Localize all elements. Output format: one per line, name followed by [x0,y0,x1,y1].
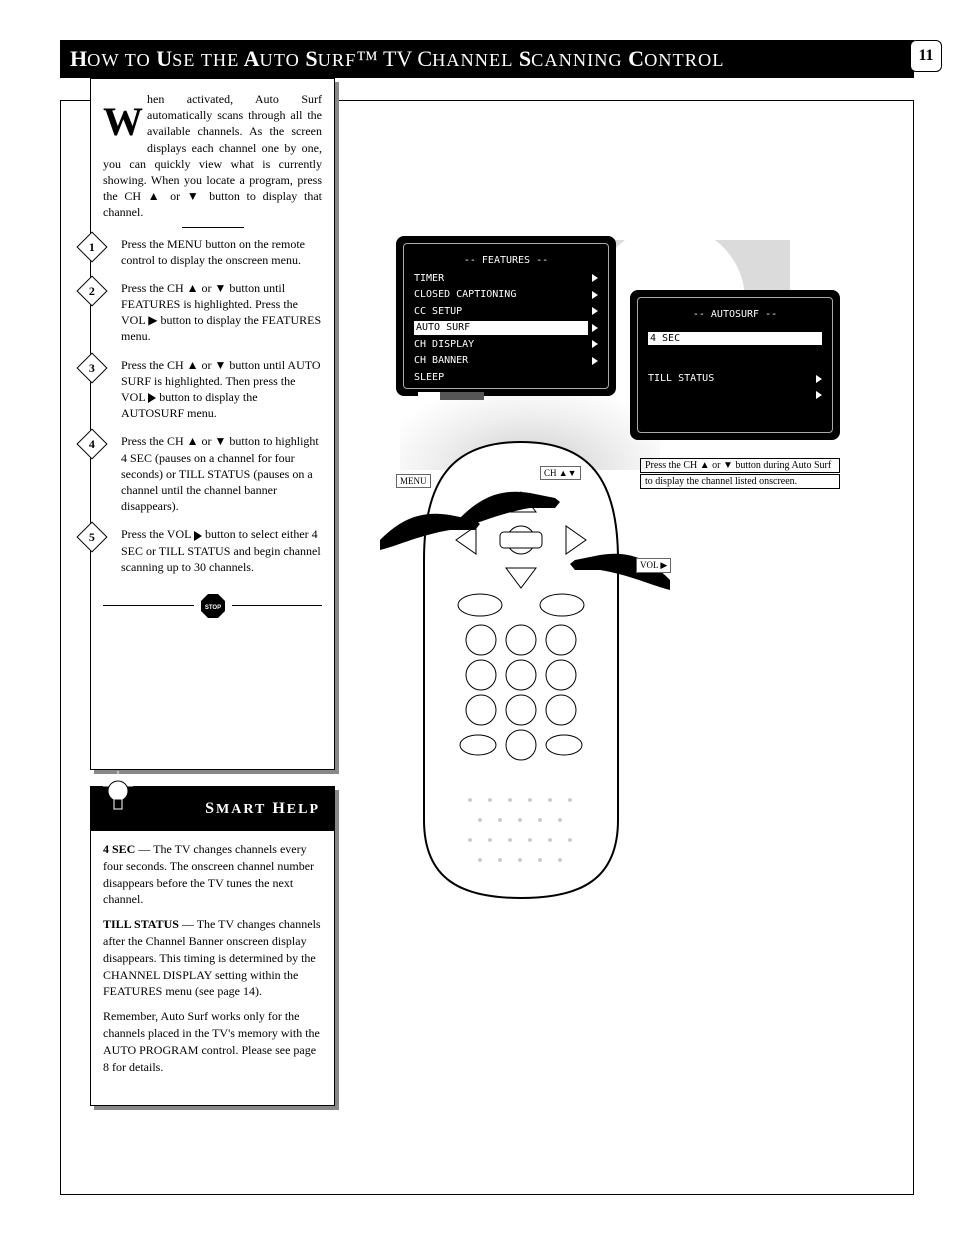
osd-features: -- FEATURES -- TIMERCLOSED CAPTIONINGCC … [396,236,616,396]
step-2: 2 Press the CH ▲ or ▼ button until FEATU… [113,280,322,345]
osd2-opt1: 4 SEC [648,332,822,346]
t8: URF [318,50,357,70]
chevron-right-icon [816,391,822,399]
t14: ONTROL [644,50,724,70]
step-4: 4 Press the CH ▲ or ▼ button to highligh… [113,433,322,514]
osd-autosurf: -- AUTOSURF -- 4 SEC TILL STATUS [630,290,840,440]
osd1-rows: TIMERCLOSED CAPTIONINGCC SETUPAUTO SURFC… [414,272,598,385]
instruction-card: W hen activated, Auto Surf automatically… [90,78,335,770]
t5: A [239,46,259,71]
step-2-text: Press the CH ▲ or ▼ button until FEATURE… [121,281,321,344]
page-number: 11 [910,40,942,72]
smart-help-title: SMART HELP [91,787,334,831]
t12: CANNING [531,50,623,70]
t11: S [513,46,531,71]
callout-menu: MENU [396,474,431,488]
t9: ™ TV C [356,46,432,71]
t4: SE THE [172,50,239,70]
hl1: 4 SEC [103,842,138,856]
svg-text:STOP: STOP [204,605,220,611]
page-number-text: 11 [918,47,933,65]
t10: HANNEL [432,50,513,70]
osd2-caption: Press the CH ▲ or ▼ button during Auto S… [640,458,840,490]
t1: H [70,46,87,71]
step-3: 3 Press the CH ▲ or ▼ button until AUTO … [113,357,322,422]
chevron-right-icon [816,375,822,383]
help-para-3: Remember, Auto Surf works only for the c… [103,1008,322,1075]
t6: UTO [260,50,300,70]
cap-line-1: Press the CH ▲ or ▼ button during Auto S… [640,458,840,473]
step-1: 1 Press the MENU button on the remote co… [113,236,322,268]
t7: S [300,46,318,71]
title-bar: HOW TO USE THE AUTO SURF™ TV CHANNEL SCA… [60,40,914,78]
osd2-opt2: TILL STATUS [648,372,812,386]
dropcap: W [103,95,143,149]
help-t2: ELP [287,802,320,817]
cap-line-2: to display the channel listed onscreen. [640,474,840,489]
help-para-2: TILL STATUS — The TV changes channels af… [103,916,322,1000]
smart-help-box: SMART HELP 4 SEC — The TV changes channe… [90,786,335,1106]
title-text: HOW TO USE THE AUTO SURF™ TV CHANNEL SCA… [70,46,724,72]
hl2: TILL STATUS [103,917,182,931]
step-4-text: Press the CH ▲ or ▼ button to highlight … [121,434,319,513]
step-1-text: Press the MENU button on the remote cont… [121,237,305,267]
callout-vol: VOL ▶ [636,558,671,573]
divider [182,227,244,228]
stop-icon: STOP [200,593,226,619]
help-para-1: 4 SEC — The TV changes channels every fo… [103,841,322,908]
t13: C [623,46,644,71]
help-t1: MART [216,802,266,817]
t2: OW TO [87,50,151,70]
osd2-header: -- AUTOSURF -- [648,308,822,322]
step-5: 5 Press the VOL button to select either … [113,526,322,575]
play-icon [194,531,202,541]
t3: U [151,46,172,71]
stop-rule: STOP [103,593,322,619]
osd1-header: -- FEATURES -- [414,254,598,268]
callout-ch: CH ▲▼ [540,466,581,480]
bulb-icon [103,771,133,828]
step-5a-text: Press the VOL [121,527,194,541]
